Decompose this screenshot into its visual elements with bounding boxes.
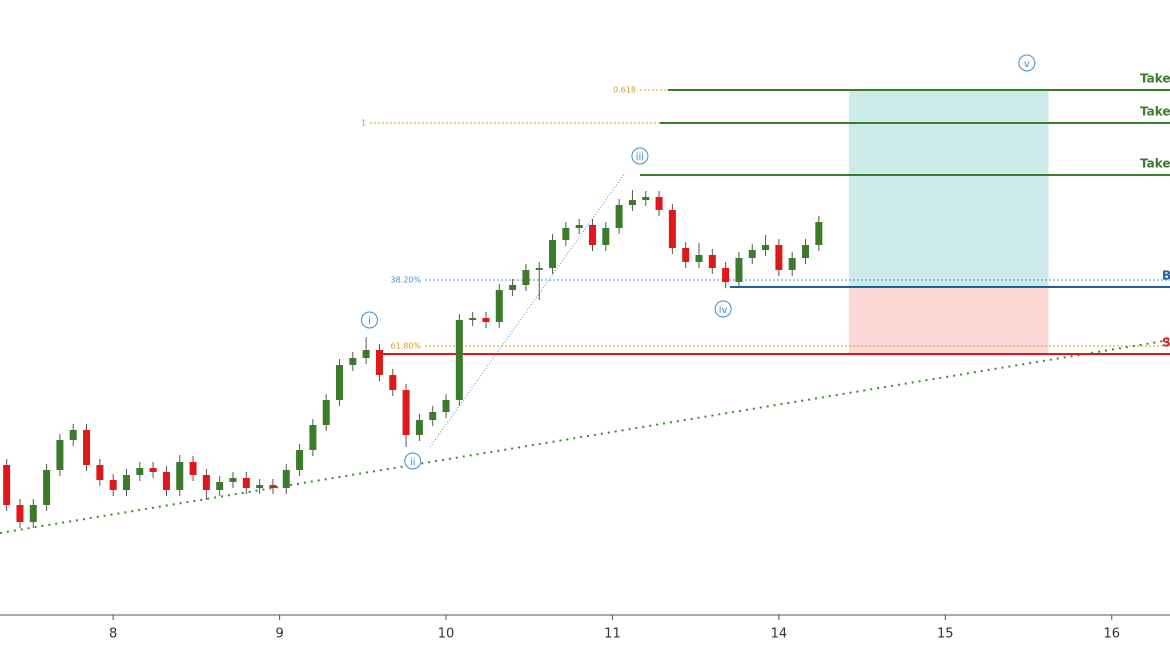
candle-body [96, 465, 104, 480]
candle-body [642, 197, 650, 200]
candle-body [16, 505, 24, 522]
candle-body [549, 240, 557, 268]
candle-body [56, 440, 64, 470]
candle-body [615, 205, 623, 228]
loss-zone [848, 287, 1049, 354]
wave-circle [631, 147, 649, 165]
x-tick-label: 14 [771, 627, 788, 642]
candle-body [455, 320, 463, 400]
wave-label: iii [631, 147, 649, 165]
candle-body [109, 480, 117, 490]
candle-body [628, 200, 636, 205]
candle-body [535, 268, 543, 270]
candle-body [429, 412, 437, 420]
candle-body [282, 470, 290, 488]
level-label: Take [1140, 72, 1170, 86]
wave-circle [404, 452, 422, 470]
candle-body [509, 285, 517, 290]
x-tick-label: 11 [604, 627, 621, 642]
level-label: Take [1140, 105, 1170, 119]
fib-label: 0.618 [613, 86, 636, 95]
candle-body [775, 245, 783, 270]
candle-body [602, 228, 610, 245]
candle-body [522, 270, 530, 285]
candle-body [788, 258, 796, 270]
wave-circle [714, 300, 732, 318]
wave-label: iv [714, 300, 732, 318]
x-tick-label: 16 [1103, 627, 1120, 642]
candle-body [562, 228, 570, 240]
candle-body [469, 318, 477, 320]
candle-body [242, 478, 250, 488]
wave-label: v [1018, 54, 1036, 72]
candle-body [43, 470, 51, 505]
candle-body [189, 462, 197, 475]
candle-body [722, 268, 730, 282]
candle-body [575, 225, 583, 228]
fib-label: 1 [361, 119, 366, 128]
wave-label: i [360, 311, 378, 329]
candle-body [162, 472, 170, 490]
wave-text: iv [719, 305, 728, 316]
candle-body [815, 222, 823, 245]
wave-text: ii [410, 457, 416, 468]
fib-label: 61.80% [391, 342, 422, 351]
candle-body [802, 245, 810, 258]
candle-body [708, 255, 716, 268]
candle-body [336, 365, 344, 400]
trendline [0, 339, 1170, 534]
candle-body [349, 358, 357, 365]
candle-body [83, 430, 91, 465]
candle-body [668, 210, 676, 248]
candle-body [588, 225, 596, 245]
candle-body [415, 420, 423, 435]
fib-label: 38.20% [391, 276, 422, 285]
wave-circle [1018, 54, 1036, 72]
candle-body [149, 468, 157, 472]
candle-body [202, 475, 210, 490]
candle-body [375, 350, 383, 375]
candle-body [29, 505, 37, 522]
candle-body [682, 248, 690, 262]
candle-body [402, 390, 410, 435]
profit-zone [848, 90, 1049, 287]
candle-body [695, 255, 703, 262]
candle-body [3, 465, 11, 505]
candle-body [256, 485, 264, 488]
candle-body [296, 450, 304, 470]
candle-body [748, 250, 756, 258]
candle-body [176, 462, 184, 490]
candle-body [216, 482, 224, 490]
wave-label: ii [404, 452, 422, 470]
candle-body [482, 318, 490, 322]
level-label: B [1162, 269, 1170, 283]
fib-line [429, 172, 626, 448]
wave-text: iii [636, 152, 644, 163]
candle-body [309, 425, 317, 450]
wave-text: i [368, 316, 371, 327]
candle-body [442, 400, 450, 412]
candle-body [269, 485, 277, 488]
candle-body [495, 290, 503, 322]
level-label: S [1162, 336, 1170, 350]
candle-body [655, 197, 663, 210]
candle-body [122, 475, 130, 490]
candle-body [69, 430, 77, 440]
level-label: Take [1140, 157, 1170, 171]
candle-body [362, 350, 370, 358]
candle-body [762, 245, 770, 250]
x-tick-label: 10 [438, 627, 455, 642]
candle-body [322, 400, 330, 425]
candle-body [735, 258, 743, 282]
x-tick-label: 9 [275, 627, 283, 642]
candle-body [136, 468, 144, 475]
candle-body [229, 478, 237, 482]
x-tick-label: 15 [937, 627, 954, 642]
wave-circle [360, 311, 378, 329]
x-tick-label: 8 [109, 627, 117, 642]
wave-text: v [1024, 59, 1030, 70]
candle-body [389, 375, 397, 390]
